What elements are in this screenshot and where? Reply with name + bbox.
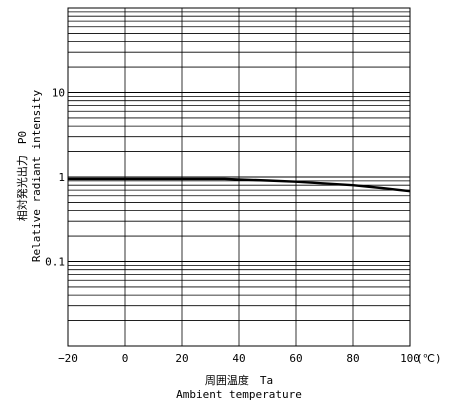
x-tick-label: 40 (232, 352, 245, 365)
y-tick-label: 10 (52, 87, 65, 100)
y-tick-label: 1 (58, 171, 65, 184)
series-line (68, 177, 411, 193)
x-unit-label: (℃) (416, 352, 442, 365)
y-axis-label-jp: 相対発光出力 P0 (15, 131, 29, 221)
x-axis-label-en: Ambient temperature (176, 388, 302, 401)
grid (67, 8, 411, 347)
y-tick-label: 0.1 (45, 256, 65, 269)
x-tick-labels: −20 0 20 40 60 80 100 (58, 352, 420, 365)
y-tick-labels: 10 1 0.1 (45, 87, 65, 269)
plot-frame (67, 7, 411, 347)
x-tick-label: 0 (122, 352, 129, 365)
x-tick-label: 100 (400, 352, 420, 365)
y-axis-label-en: Relative radiant intensity (30, 90, 43, 263)
x-tick-label: 20 (175, 352, 188, 365)
x-tick-label: 80 (346, 352, 359, 365)
x-tick-label: 60 (289, 352, 302, 365)
x-tick-label: −20 (58, 352, 78, 365)
x-axis-label-jp: 周囲温度 Ta (205, 373, 273, 387)
